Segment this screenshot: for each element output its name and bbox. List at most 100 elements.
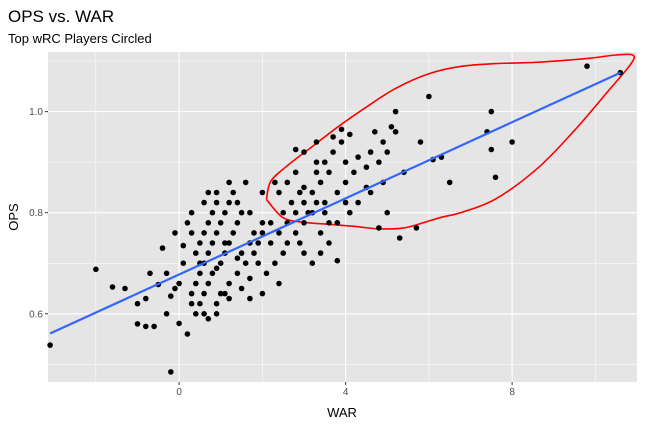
data-point: [426, 93, 432, 100]
data-point: [209, 240, 216, 246]
data-point: [201, 199, 207, 206]
data-point: [230, 230, 236, 236]
data-point: [193, 250, 199, 256]
data-point: [193, 280, 199, 287]
data-point: [201, 230, 207, 236]
data-point: [238, 209, 245, 216]
data-point: [317, 230, 324, 236]
data-point: [267, 240, 274, 246]
data-point: [446, 179, 453, 186]
data-point: [272, 260, 278, 267]
data-point: [205, 280, 212, 287]
data-point: [201, 290, 207, 297]
data-point: [284, 179, 291, 186]
data-point: [338, 139, 345, 145]
data-point: [168, 293, 174, 299]
data-point: [251, 230, 257, 236]
data-point: [238, 250, 245, 256]
data-point: [326, 220, 332, 226]
data-point: [342, 199, 349, 206]
data-point: [317, 179, 324, 186]
data-point: [93, 266, 99, 273]
scatter-points: [47, 63, 624, 375]
data-point: [217, 290, 224, 297]
data-point: [172, 230, 178, 236]
data-point: [309, 260, 316, 267]
data-point: [313, 139, 320, 145]
plot-panel: [48, 52, 637, 382]
data-point: [488, 108, 495, 115]
x-axis-title: WAR: [327, 405, 357, 420]
data-point: [172, 285, 178, 292]
data-point: [367, 189, 374, 196]
data-point: [247, 275, 253, 282]
data-point: [151, 323, 157, 330]
data-point: [188, 209, 195, 216]
y-tick-label: 0.8: [29, 208, 43, 219]
data-point: [301, 149, 307, 155]
data-point: [247, 295, 253, 302]
data-point: [284, 240, 291, 246]
data-point: [376, 225, 382, 231]
data-point: [413, 225, 420, 231]
data-point: [297, 189, 303, 196]
data-point: [109, 284, 116, 290]
data-point: [417, 139, 424, 145]
x-tick-label: 4: [343, 387, 349, 398]
data-point: [217, 260, 224, 267]
data-point: [259, 290, 266, 297]
data-point: [226, 280, 232, 287]
data-point: [301, 199, 307, 206]
data-point: [309, 189, 316, 196]
data-point: [255, 260, 261, 267]
data-point: [292, 146, 299, 153]
data-point: [226, 199, 232, 206]
data-point: [230, 189, 236, 196]
data-point: [180, 260, 187, 267]
data-point: [313, 169, 320, 176]
data-point: [247, 209, 253, 216]
data-point: [322, 159, 328, 165]
y-tick-label: 1.0: [29, 107, 43, 118]
grid-lines: [48, 52, 637, 382]
data-point: [134, 321, 141, 327]
data-point: [176, 320, 182, 327]
data-point: [376, 159, 382, 165]
data-point: [188, 300, 195, 307]
data-point: [205, 316, 212, 322]
fit-line: [49, 71, 621, 335]
x-tick-label: 0: [176, 387, 182, 398]
data-point: [326, 169, 332, 176]
data-point: [213, 230, 220, 236]
data-point: [330, 149, 336, 155]
data-point: [159, 245, 166, 251]
data-point: [222, 240, 228, 246]
data-point: [205, 220, 212, 226]
data-point: [396, 235, 403, 241]
data-point: [351, 169, 357, 176]
data-point: [367, 149, 374, 155]
data-point: [347, 209, 353, 216]
data-point: [372, 129, 378, 135]
data-point: [280, 250, 287, 256]
data-point: [188, 230, 195, 236]
data-point: [342, 159, 349, 165]
data-point: [272, 179, 278, 186]
data-point: [292, 230, 299, 236]
data-point: [342, 179, 349, 186]
data-point: [184, 220, 191, 226]
data-point: [322, 209, 328, 216]
data-point: [242, 179, 249, 186]
data-point: [143, 295, 149, 302]
chart-subtitle: Top wRC Players Circled: [8, 31, 152, 46]
data-point: [492, 174, 499, 181]
data-point: [392, 129, 399, 135]
data-point: [384, 209, 391, 216]
data-point: [297, 240, 303, 246]
data-point: [267, 220, 274, 226]
data-point: [234, 220, 241, 226]
data-point: [334, 220, 341, 226]
data-point: [380, 139, 386, 145]
data-point: [217, 220, 224, 226]
data-point: [47, 342, 53, 348]
